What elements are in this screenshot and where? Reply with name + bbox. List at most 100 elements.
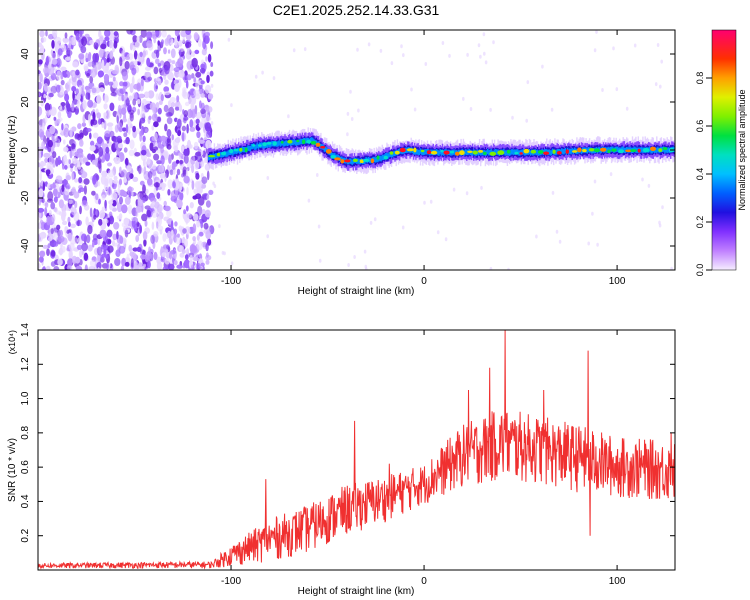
noise-speckle — [48, 209, 52, 216]
trace-cell — [419, 148, 422, 154]
noise-speckle — [38, 181, 41, 188]
noise-speckle — [47, 243, 51, 249]
trace-peak — [340, 159, 345, 164]
noise-speckle — [108, 39, 113, 49]
noise-speckle — [89, 145, 96, 152]
noise-speckle — [173, 79, 177, 85]
trace-cell — [298, 139, 300, 145]
noise-speckle — [64, 188, 70, 196]
noise-speckle — [76, 93, 81, 101]
trace-cell — [387, 153, 389, 159]
trace-peak — [426, 150, 432, 155]
noise-speckle — [61, 210, 67, 218]
noise-speckle — [266, 234, 270, 239]
noise-speckle — [103, 93, 109, 104]
noise-speckle — [146, 209, 152, 218]
trace-peak — [582, 149, 587, 153]
noise-speckle — [199, 121, 203, 129]
noise-speckle — [132, 247, 138, 252]
noise-speckle — [164, 65, 170, 75]
trace-peak — [315, 142, 321, 147]
noise-speckle — [193, 141, 199, 150]
trace-cell — [417, 149, 419, 156]
noise-speckle — [151, 125, 155, 131]
noise-speckle — [210, 41, 214, 49]
colorbar-ticks: 0.0 0.2 0.4 0.6 0.8 — [695, 72, 712, 276]
noise-speckle — [125, 136, 130, 145]
noise-speckle — [176, 233, 180, 238]
noise-speckle — [93, 214, 97, 220]
noise-speckle — [193, 89, 201, 97]
noise-speckle — [213, 184, 217, 189]
noise-speckle — [147, 178, 153, 186]
noise-speckle — [164, 123, 168, 132]
trace-cell — [381, 154, 383, 161]
noise-speckle — [175, 235, 181, 245]
noise-speckle — [75, 33, 80, 41]
noise-speckle — [155, 49, 160, 59]
noise-speckle — [143, 238, 147, 247]
noise-speckle — [190, 101, 195, 111]
noise-speckle — [179, 49, 182, 57]
trace-cell — [528, 149, 531, 155]
trace-cell — [518, 150, 520, 156]
noise-speckle — [38, 59, 43, 65]
noise-speckle — [181, 131, 185, 142]
noise-speckle — [441, 41, 445, 45]
noise-speckle — [97, 267, 100, 270]
trace-peak — [353, 158, 358, 162]
trace-peak — [406, 148, 414, 152]
noise-speckle — [83, 178, 90, 185]
noise-speckle — [196, 234, 200, 241]
noise-speckle — [38, 70, 41, 75]
trace-peak — [514, 151, 519, 155]
noise-speckle — [186, 123, 189, 134]
trace-cell — [439, 149, 441, 155]
noise-speckle — [42, 181, 46, 192]
trace-peak — [344, 159, 351, 163]
noise-speckle — [193, 32, 199, 40]
snr-panel: -100 0 100 0.2 0.4 0.6 0.8 1.0 1.2 1.4 Height of… — [7, 323, 676, 597]
noise-speckle — [429, 199, 433, 204]
trace-cell — [599, 147, 601, 153]
noise-speckle — [206, 194, 210, 200]
noise-speckle — [625, 106, 629, 111]
noise-speckle — [479, 54, 482, 59]
trace-peak — [572, 150, 578, 153]
noise-speckle — [146, 157, 151, 165]
noise-speckle — [153, 182, 160, 188]
noise-speckle — [194, 160, 200, 170]
noise-speckle — [45, 265, 51, 270]
noise-speckle — [551, 190, 555, 195]
noise-speckle — [196, 131, 201, 139]
noise-speckle — [153, 82, 158, 92]
noise-speckle — [64, 93, 70, 102]
noise-speckle — [147, 90, 155, 99]
noise-speckle — [70, 207, 77, 216]
y-tick-label: 0 — [20, 147, 31, 153]
noise-speckle — [210, 121, 214, 126]
noise-speckle — [71, 255, 78, 264]
trace-cell — [537, 150, 540, 156]
noise-speckle — [43, 152, 51, 158]
trace-peak — [287, 139, 293, 144]
noise-speckle — [170, 229, 174, 240]
noise-speckle — [466, 52, 469, 57]
trace-cell — [551, 148, 554, 154]
trace-cell — [569, 148, 571, 154]
noise-speckle — [66, 265, 73, 270]
noise-speckle — [410, 87, 413, 92]
noise-speckle — [58, 199, 64, 209]
noise-speckle — [119, 56, 123, 67]
noise-speckle — [184, 101, 190, 107]
noise-speckle — [210, 62, 214, 67]
noise-speckle — [121, 94, 125, 102]
noise-speckle — [157, 40, 160, 46]
trace-cell — [415, 149, 417, 155]
noise-speckle — [200, 102, 205, 111]
noise-speckle — [71, 150, 75, 157]
noise-speckle — [109, 178, 113, 186]
noise-speckle — [170, 48, 176, 59]
noise-speckle — [60, 243, 63, 248]
noise-speckle — [218, 224, 221, 229]
